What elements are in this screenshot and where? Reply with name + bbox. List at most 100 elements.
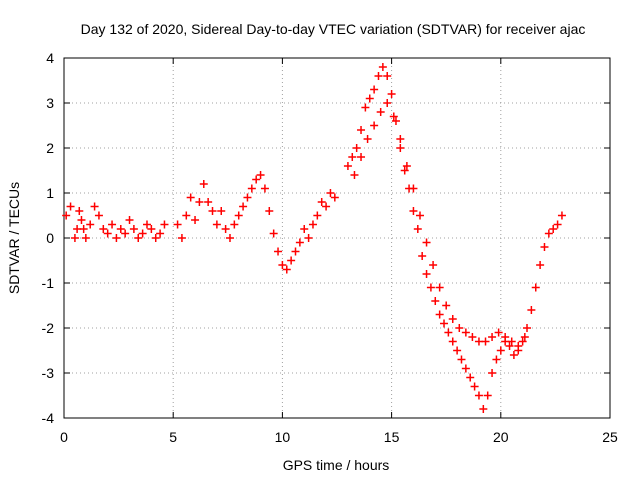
data-point	[553, 220, 562, 229]
data-point	[186, 193, 195, 202]
data-point	[70, 234, 79, 242]
data-point	[466, 373, 475, 382]
data-point	[308, 220, 317, 229]
grid-lines	[64, 58, 610, 418]
data-point	[62, 211, 71, 220]
data-point	[182, 211, 191, 220]
data-point	[330, 193, 339, 202]
data-point	[313, 211, 322, 220]
data-point	[557, 211, 566, 220]
data-point	[225, 234, 234, 242]
data-point	[444, 328, 453, 337]
data-point	[129, 225, 138, 233]
data-point	[352, 144, 361, 152]
data-point	[343, 162, 352, 170]
data-point	[505, 342, 514, 350]
data-point	[173, 220, 182, 229]
data-point	[160, 220, 169, 229]
data-point	[396, 135, 405, 143]
data-point	[518, 337, 527, 346]
x-axis-label: GPS time / hours	[283, 457, 390, 473]
data-point	[501, 333, 510, 341]
data-point	[99, 225, 108, 233]
data-point	[269, 229, 278, 238]
data-point	[66, 202, 75, 211]
data-point	[350, 171, 359, 179]
data-point	[295, 238, 304, 247]
y-tick-label: 3	[46, 95, 54, 111]
data-point	[326, 189, 335, 197]
data-point	[151, 234, 160, 242]
data-point	[108, 220, 117, 229]
data-point	[391, 117, 400, 125]
data-point	[199, 180, 208, 188]
data-point	[112, 234, 121, 242]
y-tick-labels: -4 -3 -2 -1 0 1 2 3 4	[42, 50, 55, 426]
data-point	[413, 225, 422, 233]
data-point	[409, 207, 418, 215]
data-point	[415, 211, 424, 220]
data-point	[387, 90, 396, 98]
data-point	[361, 103, 370, 112]
data-point	[256, 171, 265, 179]
series-trace-secondary	[350, 99, 529, 350]
data-point	[531, 283, 540, 292]
data-point	[492, 355, 501, 364]
data-point	[479, 405, 488, 413]
data-point	[448, 315, 457, 323]
data-point	[357, 153, 366, 161]
data-point	[212, 220, 221, 229]
data-points	[62, 63, 566, 413]
data-point	[400, 166, 409, 175]
data-point	[195, 198, 204, 206]
data-point	[94, 211, 103, 220]
data-point	[481, 337, 490, 346]
data-point	[440, 319, 449, 328]
y-tick-label: -2	[42, 320, 55, 336]
data-point	[221, 225, 230, 233]
data-point	[389, 112, 398, 121]
data-point	[365, 94, 374, 103]
data-point	[116, 225, 125, 233]
data-point	[455, 324, 464, 332]
data-point	[300, 225, 309, 233]
data-point	[549, 225, 558, 233]
y-tick-label: 0	[46, 230, 54, 246]
y-tick-label: 2	[46, 140, 54, 156]
data-point	[442, 301, 451, 310]
data-point	[418, 252, 427, 260]
y-tick-label: -4	[42, 410, 55, 426]
data-point	[523, 324, 532, 332]
y-axis-label: SDTVAR / TECUs	[6, 182, 22, 294]
x-tick-labels: 0 5 10 15 20 25	[60, 429, 618, 445]
data-point	[217, 207, 226, 215]
data-point	[81, 234, 90, 242]
x-tick-label: 25	[602, 429, 618, 445]
data-point	[461, 364, 470, 373]
data-point	[278, 261, 287, 269]
data-point	[507, 337, 516, 346]
x-tick-label: 0	[60, 429, 68, 445]
data-point	[426, 283, 435, 292]
data-point	[435, 283, 444, 292]
data-point	[291, 247, 300, 256]
data-point	[247, 184, 256, 193]
y-tick-label: 4	[46, 50, 54, 66]
data-point	[378, 63, 387, 71]
data-point	[282, 265, 291, 274]
data-point	[265, 207, 274, 215]
y-tick-label: -3	[42, 365, 55, 381]
data-point	[470, 382, 479, 391]
data-point	[374, 72, 383, 80]
data-point	[453, 346, 462, 355]
data-point	[461, 328, 470, 337]
data-point	[383, 99, 392, 107]
data-point	[103, 229, 112, 238]
y-tick-label: 1	[46, 185, 54, 201]
x-tick-label: 15	[384, 429, 400, 445]
data-point	[260, 184, 269, 193]
data-point	[121, 229, 130, 238]
y-tick-label: -1	[42, 275, 55, 291]
data-point	[435, 310, 444, 319]
